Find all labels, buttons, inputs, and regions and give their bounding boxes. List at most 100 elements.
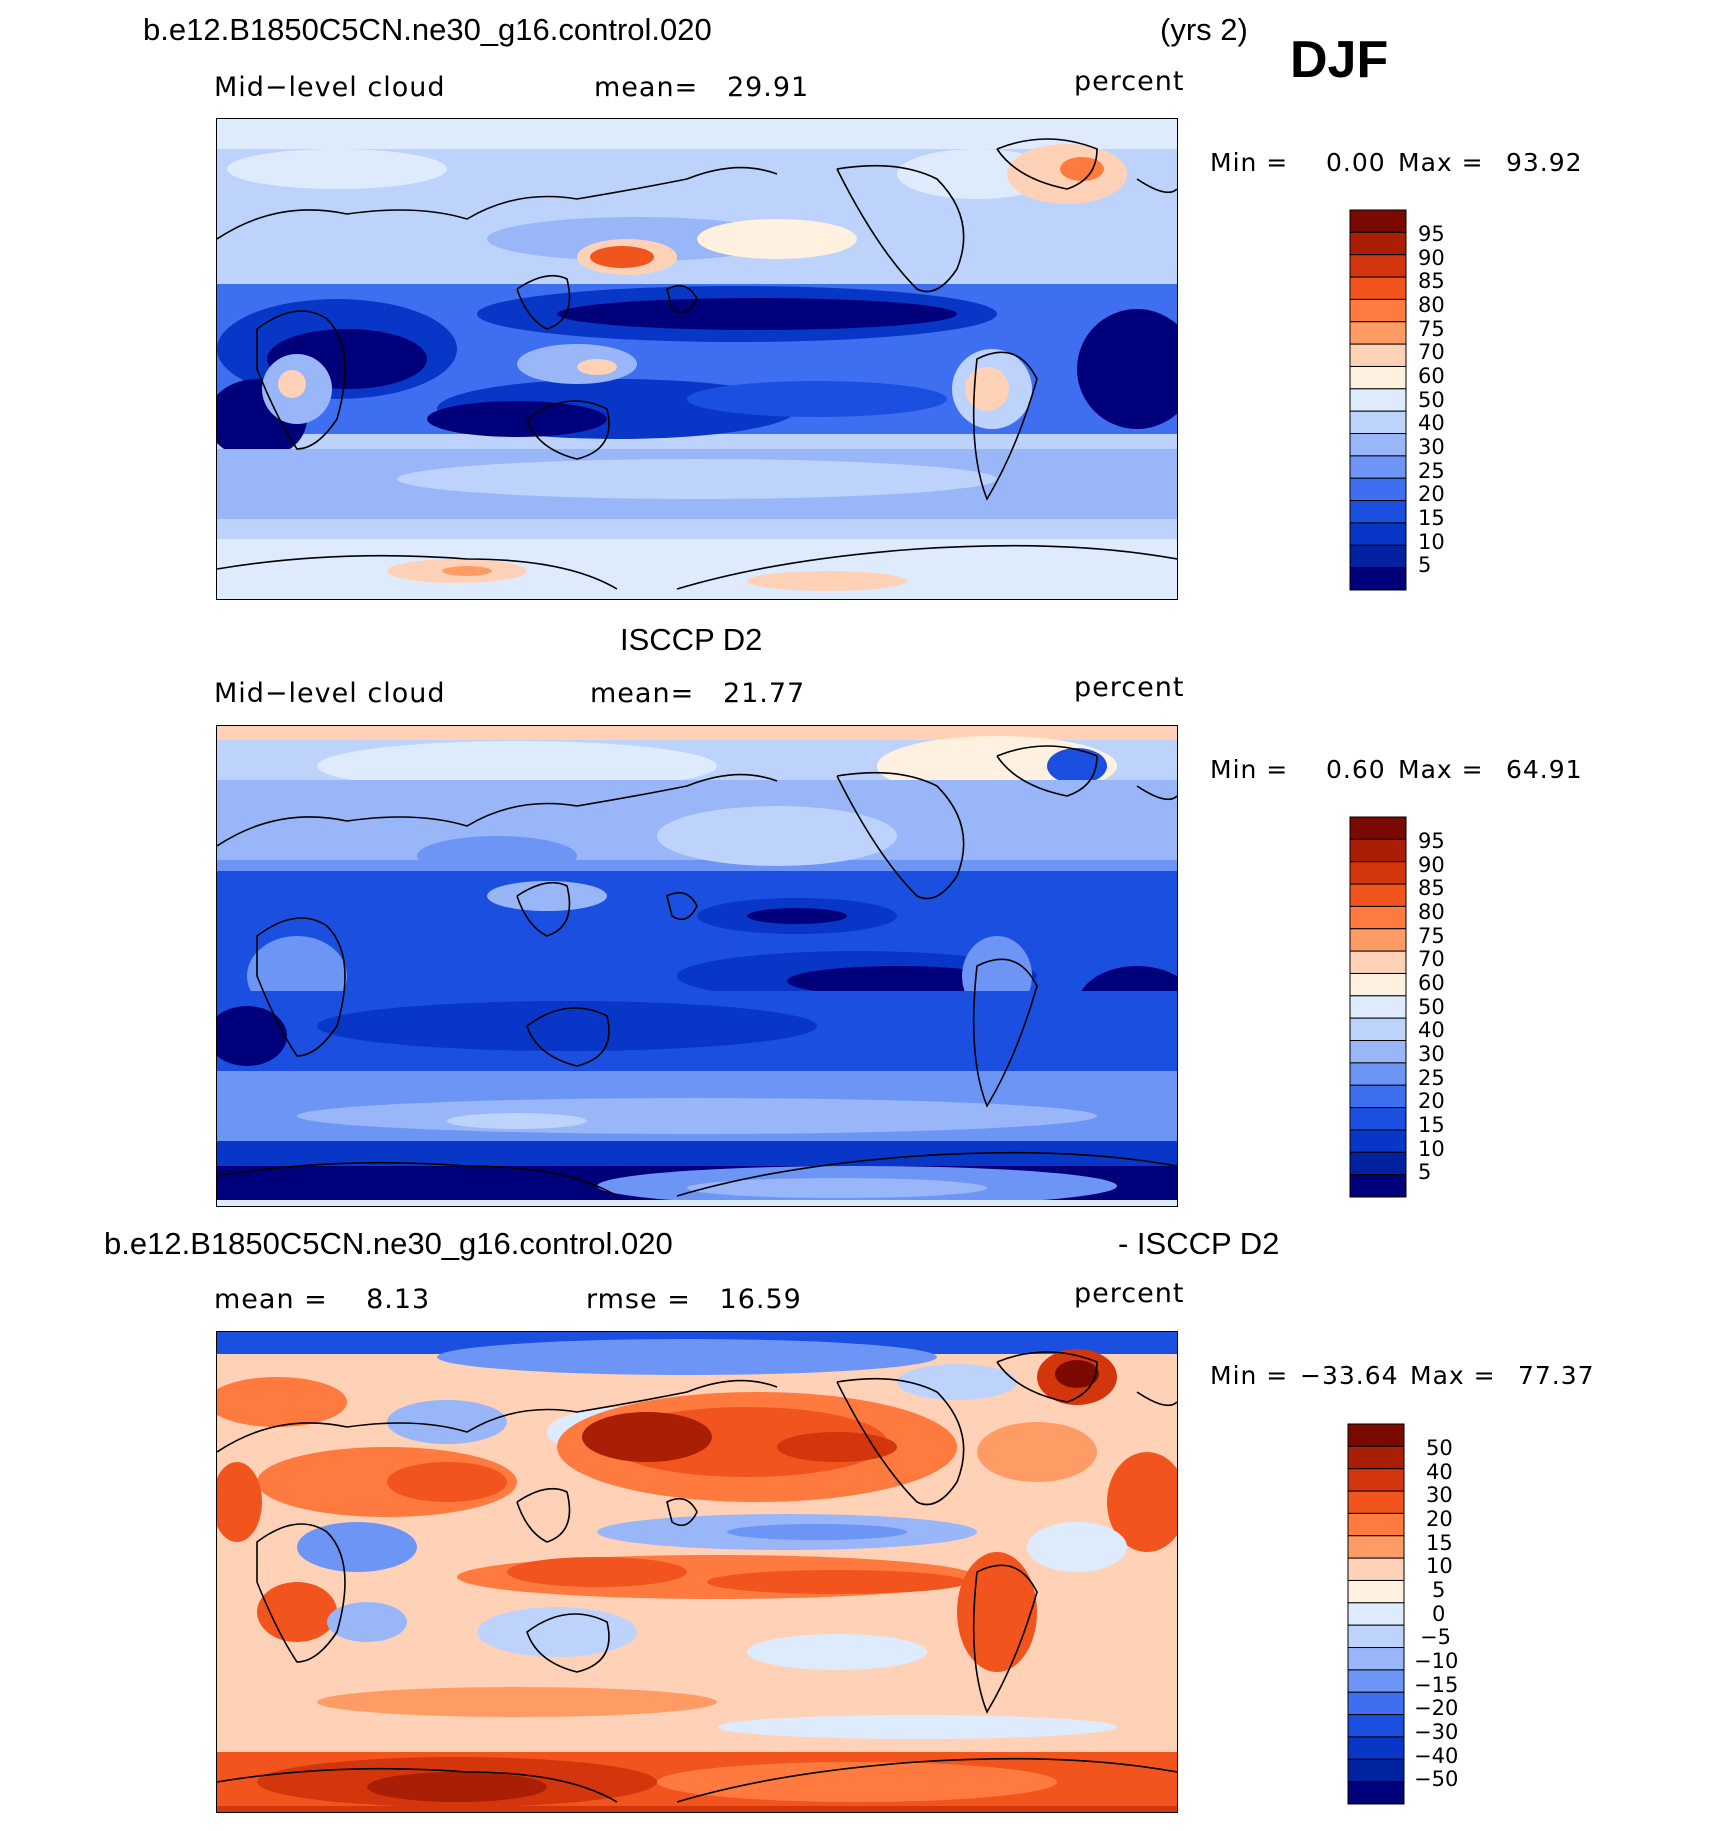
panel1-tick: 80 bbox=[1418, 293, 1445, 317]
panel1-tick: 95 bbox=[1418, 222, 1445, 246]
panel3-title-left: b.e12.B1850C5CN.ne30_g16.control.020 bbox=[104, 1226, 673, 1261]
colorbar-swatch bbox=[1349, 388, 1407, 412]
panel1-colorbar bbox=[1349, 209, 1407, 591]
colorbar-swatch bbox=[1349, 838, 1407, 863]
panel1-tick: 5 bbox=[1418, 553, 1432, 577]
colorbar-swatch bbox=[1347, 1445, 1405, 1470]
season-label: DJF bbox=[1290, 31, 1389, 89]
panel1-tick: 40 bbox=[1418, 411, 1445, 435]
colorbar-swatch bbox=[1349, 544, 1407, 569]
colorbar-swatch bbox=[1349, 883, 1407, 907]
panel3-tick: 0 bbox=[1432, 1602, 1446, 1626]
colorbar-swatch bbox=[1349, 1017, 1407, 1042]
colorbar-swatch bbox=[1347, 1691, 1405, 1716]
panel1-min-value: 0.00 bbox=[1326, 148, 1386, 177]
panel1-mean-label: mean= 29.91 bbox=[594, 72, 810, 103]
panel1-variable-label: Mid−level cloud bbox=[214, 72, 446, 103]
colorbar-swatch bbox=[1349, 1084, 1407, 1109]
panel1-max-label: Max = bbox=[1398, 148, 1484, 177]
panel2-max-label: Max = bbox=[1398, 755, 1484, 784]
colorbar-swatch bbox=[1347, 1579, 1405, 1604]
panel2-tick: 75 bbox=[1418, 924, 1445, 948]
colorbar-swatch bbox=[1347, 1758, 1405, 1783]
panel3-max-label: Max = bbox=[1410, 1361, 1496, 1390]
colorbar-swatch bbox=[1349, 816, 1407, 840]
panel3-min-value: −33.64 bbox=[1300, 1361, 1399, 1390]
panel2-tick: 90 bbox=[1418, 853, 1445, 877]
colorbar-swatch bbox=[1349, 321, 1407, 345]
panel1-units-label: percent bbox=[1074, 66, 1185, 97]
panel1-heatmap bbox=[217, 119, 1177, 599]
colorbar-swatch bbox=[1349, 995, 1407, 1019]
panel2-tick: 20 bbox=[1418, 1089, 1445, 1113]
panel2-colorbar bbox=[1349, 816, 1407, 1198]
panel1-min-label: Min = bbox=[1210, 148, 1289, 177]
panel1-tick: 90 bbox=[1418, 246, 1445, 270]
panel3-tick: −10 bbox=[1414, 1649, 1459, 1673]
colorbar-swatch bbox=[1347, 1602, 1405, 1626]
panel2-tick: 50 bbox=[1418, 995, 1445, 1019]
years-label: (yrs 2) bbox=[1160, 12, 1248, 47]
colorbar-swatch bbox=[1349, 477, 1407, 502]
colorbar-swatch bbox=[1349, 1151, 1407, 1176]
colorbar-swatch bbox=[1347, 1490, 1405, 1514]
colorbar-swatch bbox=[1347, 1714, 1405, 1738]
colorbar-swatch bbox=[1347, 1624, 1405, 1649]
panel2-min-value: 0.60 bbox=[1326, 755, 1386, 784]
colorbar-swatch bbox=[1347, 1535, 1405, 1559]
case-title: b.e12.B1850C5CN.ne30_g16.control.020 bbox=[143, 12, 712, 47]
panel1-map bbox=[216, 118, 1178, 600]
panel3-title-right: - ISCCP D2 bbox=[1118, 1226, 1280, 1261]
colorbar-swatch bbox=[1347, 1669, 1405, 1693]
colorbar-swatch bbox=[1349, 365, 1407, 390]
panel2-tick: 70 bbox=[1418, 947, 1445, 971]
panel3-colorbar-swatches bbox=[1347, 1423, 1405, 1805]
panel1-max-value: 93.92 bbox=[1506, 148, 1583, 177]
panel2-tick: 40 bbox=[1418, 1018, 1445, 1042]
colorbar-swatch bbox=[1349, 433, 1407, 457]
colorbar-swatch bbox=[1349, 231, 1407, 256]
panel2-tick: 25 bbox=[1418, 1066, 1445, 1090]
colorbar-swatch bbox=[1349, 500, 1407, 524]
panel3-tick: 5 bbox=[1432, 1578, 1446, 1602]
panel3-map bbox=[216, 1331, 1178, 1813]
panel2-tick: 95 bbox=[1418, 829, 1445, 853]
colorbar-swatch bbox=[1347, 1423, 1405, 1447]
panel3-max-value: 77.37 bbox=[1518, 1361, 1595, 1390]
panel3-tick: −50 bbox=[1414, 1767, 1459, 1791]
colorbar-swatch bbox=[1349, 950, 1407, 974]
panel3-mean-label: mean = 8.13 bbox=[214, 1284, 431, 1315]
colorbar-swatch bbox=[1347, 1781, 1405, 1805]
panel3-tick: 15 bbox=[1426, 1531, 1453, 1555]
panel2-tick: 80 bbox=[1418, 900, 1445, 924]
panel3-min-label: Min = bbox=[1210, 1361, 1289, 1390]
colorbar-swatch bbox=[1347, 1512, 1405, 1537]
panel2-mean-label: mean= 21.77 bbox=[590, 678, 806, 709]
colorbar-swatch bbox=[1349, 1174, 1407, 1198]
panel1-tick: 75 bbox=[1418, 317, 1445, 341]
panel3-units-label: percent bbox=[1074, 1278, 1185, 1309]
colorbar-swatch bbox=[1349, 1129, 1407, 1153]
colorbar-swatch bbox=[1349, 905, 1407, 930]
panel2-tick: 15 bbox=[1418, 1113, 1445, 1137]
colorbar-swatch bbox=[1349, 455, 1407, 479]
colorbar-swatch bbox=[1347, 1736, 1405, 1760]
colorbar-swatch bbox=[1349, 1107, 1407, 1131]
panel2-heatmap bbox=[217, 726, 1177, 1206]
panel3-tick: 10 bbox=[1426, 1554, 1453, 1578]
panel2-min-label: Min = bbox=[1210, 755, 1289, 784]
colorbar-swatch bbox=[1349, 343, 1407, 367]
panel1-tick: 70 bbox=[1418, 340, 1445, 364]
colorbar-swatch bbox=[1349, 861, 1407, 885]
panel3-tick: 40 bbox=[1426, 1460, 1453, 1484]
panel1-tick: 30 bbox=[1418, 435, 1445, 459]
panel3-colorbar bbox=[1347, 1423, 1405, 1805]
colorbar-swatch bbox=[1349, 209, 1407, 233]
colorbar-swatch bbox=[1349, 522, 1407, 546]
panel2-variable-label: Mid−level cloud bbox=[214, 678, 446, 709]
panel3-rmse-label: rmse = 16.59 bbox=[586, 1284, 802, 1315]
colorbar-swatch bbox=[1349, 276, 1407, 300]
panel3-tick: 30 bbox=[1426, 1483, 1453, 1507]
colorbar-swatch bbox=[1349, 567, 1407, 591]
panel3-heatmap bbox=[217, 1332, 1177, 1812]
